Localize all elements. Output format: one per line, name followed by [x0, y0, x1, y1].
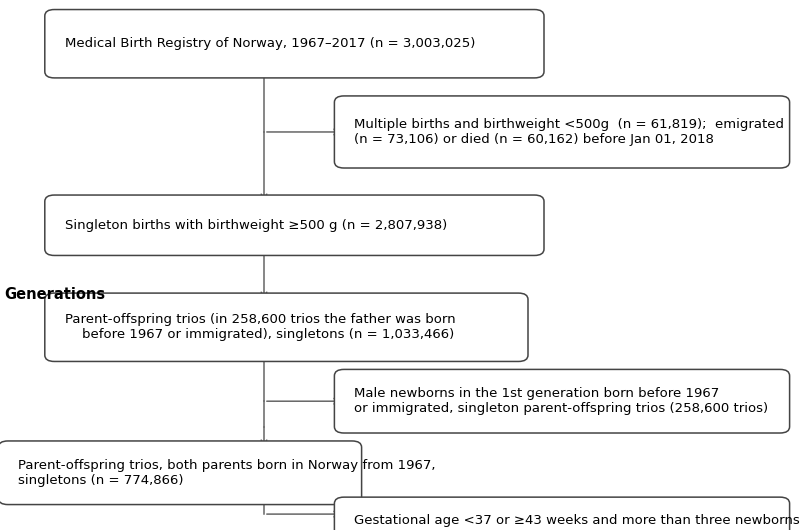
Text: Parent-offspring trios (in 258,600 trios the father was born
    before 1967 or : Parent-offspring trios (in 258,600 trios…	[65, 313, 455, 341]
FancyBboxPatch shape	[0, 441, 362, 505]
Text: Generations: Generations	[4, 287, 105, 302]
FancyBboxPatch shape	[45, 195, 544, 255]
FancyBboxPatch shape	[45, 10, 544, 78]
Text: Male newborns in the 1st generation born before 1967
or immigrated, singleton pa: Male newborns in the 1st generation born…	[354, 387, 769, 415]
FancyBboxPatch shape	[334, 369, 790, 433]
FancyBboxPatch shape	[334, 497, 790, 530]
Text: Singleton births with birthweight ≥500 g (n = 2,807,938): Singleton births with birthweight ≥500 g…	[65, 219, 447, 232]
Text: Parent-offspring trios, both parents born in Norway from 1967,
singletons (n = 7: Parent-offspring trios, both parents bor…	[18, 459, 436, 487]
FancyBboxPatch shape	[334, 96, 790, 168]
Text: Gestational age <37 or ≥43 weeks and more than three newborns in: Gestational age <37 or ≥43 weeks and mor…	[354, 514, 800, 527]
FancyBboxPatch shape	[45, 293, 528, 361]
Text: Multiple births and birthweight <500g  (n = 61,819);  emigrated
(n = 73,106) or : Multiple births and birthweight <500g (n…	[354, 118, 784, 146]
Text: Medical Birth Registry of Norway, 1967–2017 (n = 3,003,025): Medical Birth Registry of Norway, 1967–2…	[65, 37, 475, 50]
